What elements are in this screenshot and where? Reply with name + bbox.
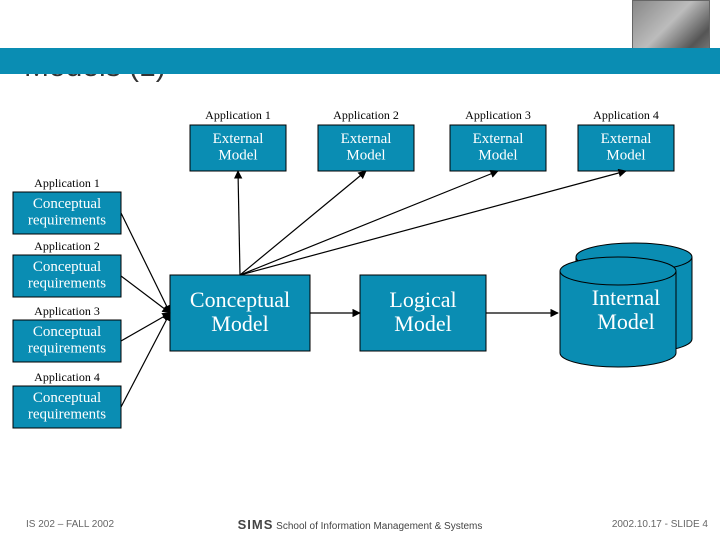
diagram-canvas: Application 1 ExternalModel Application 2 E… — [0, 0, 720, 540]
svg-text:ExternalModel: ExternalModel — [341, 131, 392, 164]
svg-text:Application 3: Application 3 — [34, 304, 100, 318]
svg-text:Conceptualrequirements: Conceptualrequirements — [28, 259, 106, 292]
footer-logo-bold: SIMS — [238, 517, 274, 532]
svg-text:InternalModel: InternalModel — [592, 285, 660, 334]
svg-text:Application 2: Application 2 — [333, 108, 399, 122]
svg-text:ExternalModel: ExternalModel — [473, 131, 524, 164]
svg-text:Conceptualrequirements: Conceptualrequirements — [28, 196, 106, 229]
svg-text:Conceptualrequirements: Conceptualrequirements — [28, 324, 106, 357]
svg-text:Application 1: Application 1 — [205, 108, 271, 122]
svg-text:ExternalModel: ExternalModel — [213, 131, 264, 164]
svg-text:Application 2: Application 2 — [34, 239, 100, 253]
svg-text:Application 1: Application 1 — [34, 176, 100, 190]
footer-left: IS 202 – FALL 2002 — [26, 519, 114, 530]
svg-text:Application 4: Application 4 — [593, 108, 659, 122]
svg-text:Conceptualrequirements: Conceptualrequirements — [28, 390, 106, 423]
svg-text:Application 4: Application 4 — [34, 370, 100, 384]
svg-text:Application 3: Application 3 — [465, 108, 531, 122]
svg-text:LogicalModel: LogicalModel — [389, 287, 456, 336]
footer-logo-rest: School of Information Management & Syste… — [273, 521, 482, 532]
slide: { "title": "Models (1)", "colors": { "ba… — [0, 0, 720, 540]
footer-logo: SIMS School of Information Management & … — [238, 517, 483, 532]
svg-text:ExternalModel: ExternalModel — [601, 131, 652, 164]
footer-right: 2002.10.17 - SLIDE 4 — [612, 519, 708, 530]
